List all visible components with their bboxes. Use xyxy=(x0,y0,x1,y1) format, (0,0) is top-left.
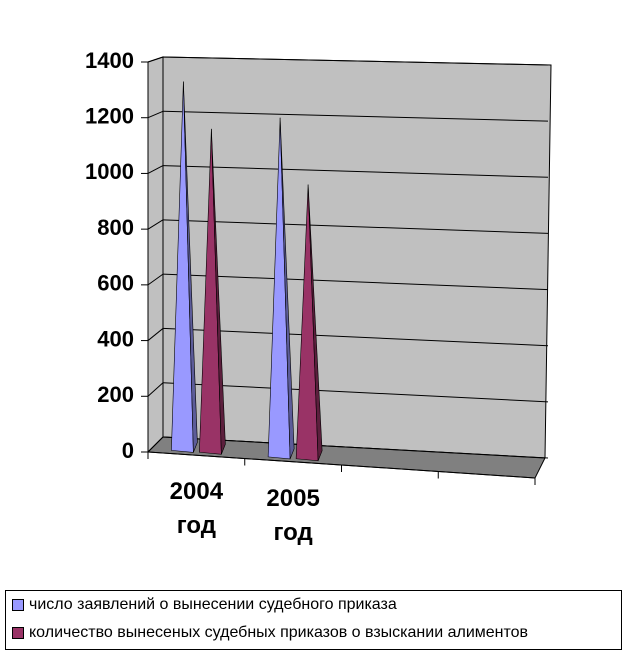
pyramid xyxy=(295,184,323,462)
grid-line xyxy=(162,219,549,234)
y-tick-label: 600 xyxy=(97,271,134,296)
legend-label: число заявлений о вынесении судебного пр… xyxy=(29,596,397,613)
grid-line xyxy=(147,219,164,230)
y-tick-label: 200 xyxy=(97,382,134,407)
grid-line xyxy=(147,436,164,453)
y-tick-label: 0 xyxy=(122,438,134,463)
chart: 0 200 400 600 800 1000 1200 1400 xyxy=(85,48,552,485)
pyramid-side xyxy=(307,184,323,461)
legend-label: количество вынесеных судебных приказов о… xyxy=(29,624,529,641)
y-tick-label: 1200 xyxy=(85,104,134,129)
y-tick-label: 400 xyxy=(97,326,134,351)
grid-line xyxy=(147,165,164,174)
pyramid xyxy=(171,81,198,453)
pyramid-side xyxy=(211,128,226,455)
pyramid-side xyxy=(279,117,295,459)
grid-line xyxy=(147,382,164,397)
legend-swatch xyxy=(12,627,24,639)
grid-line xyxy=(162,56,549,66)
grid-line xyxy=(162,382,549,403)
pyramid xyxy=(267,117,295,460)
legend-item: число заявлений о вынесении судебного пр… xyxy=(6,591,621,619)
legend-swatch xyxy=(12,599,24,611)
x-tick-label: 2005 год xyxy=(266,484,320,546)
pyramid-side xyxy=(183,81,198,453)
y-tick-label: 1000 xyxy=(85,159,134,184)
grid-line xyxy=(147,273,164,286)
grid-line xyxy=(147,328,164,341)
legend: число заявлений о вынесении судебного пр… xyxy=(5,590,622,650)
grid-line xyxy=(162,110,549,122)
grid-line xyxy=(147,110,164,119)
grid-line xyxy=(162,436,549,459)
x-tick-label: 2004 год xyxy=(169,478,224,540)
grid-line xyxy=(162,327,549,347)
grid-line xyxy=(147,56,164,63)
pyramid xyxy=(199,128,226,455)
y-tick-label: 800 xyxy=(97,215,134,240)
grid-line xyxy=(162,165,549,178)
y-tick-label: 1400 xyxy=(85,48,134,73)
legend-item: количество вынесеных судебных приказов о… xyxy=(6,619,621,647)
grid-line xyxy=(162,273,549,291)
